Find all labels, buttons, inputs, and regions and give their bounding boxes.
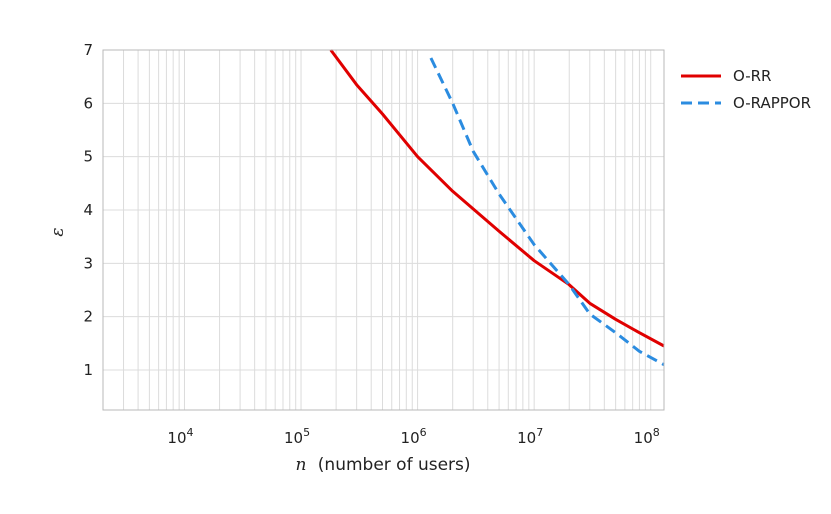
x-tick-labels: 104 105 106 107 108	[167, 426, 659, 447]
y-tick-labels: 1 2 3 4 5 6 7	[83, 41, 93, 379]
y-tick-label: 4	[83, 201, 93, 219]
x-axis-variable: n	[295, 455, 306, 475]
x-tick-label: 106	[401, 426, 427, 447]
plot-background	[103, 50, 664, 410]
grid	[102, 49, 664, 410]
x-tick-label: 107	[517, 426, 543, 447]
x-tick-label: 108	[634, 426, 660, 447]
legend: O-RR O-RAPPOR	[681, 67, 811, 112]
y-axis-label: ε	[48, 227, 68, 236]
legend-label: O-RAPPOR	[733, 94, 811, 112]
y-tick-label: 6	[83, 94, 93, 112]
y-tick-label: 5	[83, 148, 93, 166]
series-line-o-rr	[329, 49, 665, 348]
x-axis-label: n (number of users)	[295, 455, 470, 475]
x-tick-label: 105	[284, 426, 310, 447]
y-tick-label: 1	[83, 361, 93, 379]
plot-frame	[102, 49, 665, 411]
y-tick-label: 3	[83, 254, 93, 272]
series-line-o-rappor	[429, 57, 665, 367]
x-tick-label: 104	[167, 426, 193, 447]
legend-label: O-RR	[733, 67, 771, 85]
x-axis-label-text: (number of users)	[318, 455, 471, 475]
y-tick-label: 7	[83, 41, 93, 59]
series-lines	[329, 49, 665, 367]
y-tick-label: 2	[83, 308, 93, 326]
